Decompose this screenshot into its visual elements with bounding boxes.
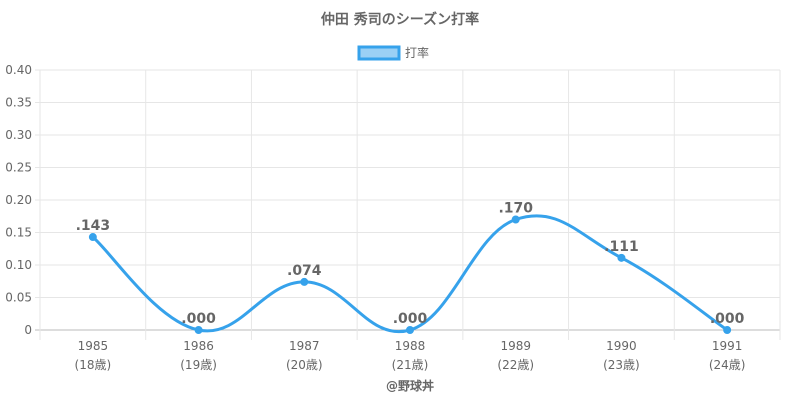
y-tick-label: 0 [24,323,32,337]
data-point[interactable] [194,326,203,334]
x-tick-sublabel: (20歳) [286,358,323,372]
x-tick-label: 1985 [78,339,109,353]
y-tick-label: 0.35 [5,96,32,110]
x-tick-sublabel: (24歳) [709,358,746,372]
x-tick-sublabel: (21歳) [392,358,429,372]
chart-title: 仲田 秀司のシーズン打率 [321,11,479,28]
x-tick-label: 1986 [183,339,214,353]
y-tick-label: 0.30 [5,128,32,142]
y-tick-label: 0.20 [5,193,32,207]
x-tick-label: 1988 [395,339,426,353]
legend-label[interactable]: 打率 [405,45,429,60]
data-point[interactable] [300,277,309,286]
data-point[interactable] [723,326,732,334]
footer-credit: @野球丼 [386,378,434,393]
y-tick-label: 0.05 [5,291,32,305]
data-point[interactable] [617,253,626,262]
y-tick-label: 0.10 [5,258,32,272]
x-tick-label: 1990 [606,339,637,353]
data-label: .111 [604,239,639,255]
data-point[interactable] [88,233,97,242]
data-point[interactable] [511,215,520,224]
x-tick-sublabel: (18歳) [75,358,112,372]
y-tick-label: 0.15 [5,226,32,240]
data-label: .143 [76,218,111,234]
x-tick-sublabel: (19歳) [180,358,217,372]
y-tick-label: 0.25 [5,161,32,175]
x-tick-label: 1987 [289,339,320,353]
data-label: .000 [393,311,428,327]
x-tick-label: 1991 [712,339,743,353]
x-tick-label: 1989 [500,339,531,353]
x-tick-sublabel: (23歳) [603,358,640,372]
legend-swatch[interactable] [357,45,401,61]
data-label: .074 [287,263,322,279]
data-label: .000 [181,311,216,327]
data-label: .170 [498,201,533,217]
data-point[interactable] [406,326,414,334]
x-tick-sublabel: (22歳) [497,358,534,372]
y-tick-label: 0.40 [5,63,32,77]
data-label: .000 [710,311,745,327]
